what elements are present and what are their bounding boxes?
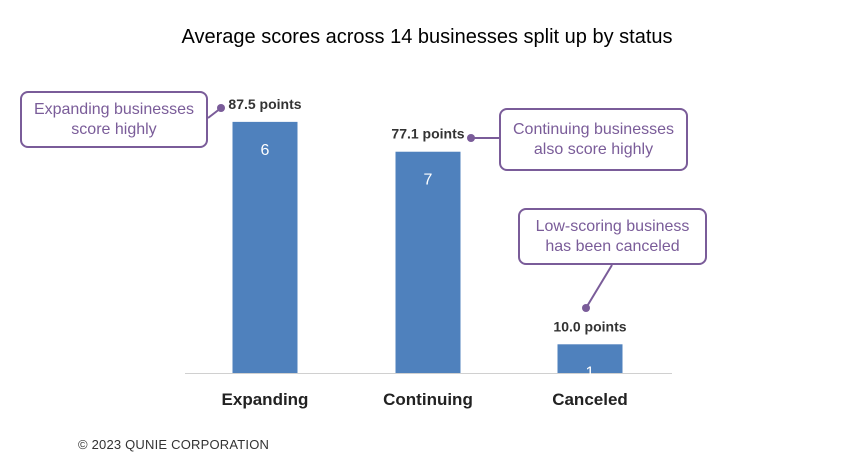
copyright-text: © 2023 QUNIE CORPORATION (78, 437, 270, 452)
callout-canceled-line-1: Low-scoring business (535, 217, 690, 235)
callout-continuing-line-1: Continuing businesses (513, 120, 674, 138)
connector-dot-expanding (217, 104, 225, 112)
callout-expanding: Expanding businesses score highly (20, 91, 208, 148)
category-label-continuing: Continuing (383, 390, 473, 409)
value-label-continuing: 77.1 points (391, 126, 464, 142)
callout-expanding-line-1: Expanding businesses (33, 100, 195, 118)
callout-canceled: Low-scoring business has been canceled (518, 208, 707, 265)
bar-count-canceled: 1 (586, 364, 595, 381)
connector-dot-continuing (467, 134, 475, 142)
callout-canceled-line-2: has been canceled (545, 237, 680, 255)
callout-connectors (207, 104, 613, 312)
chart-title: Average scores across 14 businesses spli… (181, 26, 673, 48)
callout-expanding-line-2: score highly (71, 120, 157, 138)
bar-count-expanding: 6 (261, 142, 270, 159)
labels-layer: 6 87.5 points Expanding 7 77.1 points Continu… (222, 96, 628, 409)
bar-canceled (557, 344, 623, 373)
category-label-expanding: Expanding (222, 390, 309, 409)
bar-expanding (232, 121, 298, 373)
value-label-expanding: 87.5 points (228, 96, 301, 112)
category-label-canceled: Canceled (552, 390, 628, 409)
callout-continuing-line-2: also score highly (533, 140, 654, 158)
bar-continuing (395, 151, 461, 373)
value-label-canceled: 10.0 points (553, 318, 626, 334)
callout-continuing: Continuing businesses also score highly (499, 108, 688, 171)
connector-line-canceled (585, 264, 613, 309)
bar-count-continuing: 7 (424, 172, 433, 189)
bars-layer (232, 121, 623, 373)
connector-dot-canceled (582, 304, 590, 312)
